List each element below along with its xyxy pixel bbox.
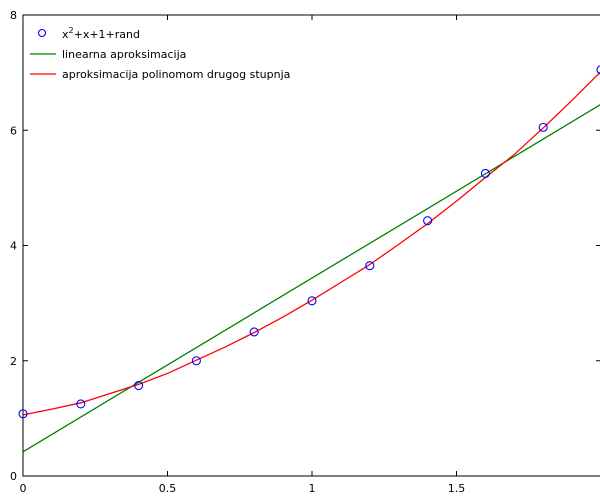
data-point	[307, 296, 317, 306]
y-tick-label: 4	[10, 240, 17, 253]
plot-area	[18, 65, 600, 453]
legend-label: linearna aproksimacija	[62, 48, 186, 61]
data-point	[538, 122, 548, 132]
data-point	[76, 399, 86, 409]
legend: x2+x+1+rand linearna aproksimacija aproksi…	[30, 26, 290, 81]
x-tick-label: 1.5	[448, 482, 466, 495]
x-tick-label: 0	[20, 482, 27, 495]
legend-label: x2+x+1+rand	[62, 26, 140, 41]
legend-label: aproksimacija polinomom drugog stupnja	[62, 68, 290, 81]
data-point	[249, 327, 259, 337]
data-point	[365, 261, 375, 271]
x-tick-label: 1	[309, 482, 316, 495]
axes: 0 0.5 1 1.5 0 2 4 6 8	[10, 9, 600, 495]
data-point	[134, 380, 144, 391]
data-point	[191, 356, 201, 366]
legend-marker	[37, 28, 47, 38]
axes-frame	[22, 14, 600, 477]
y-tick-label: 6	[10, 124, 17, 137]
y-tick-label: 0	[10, 470, 17, 483]
y-tick-label: 2	[10, 355, 17, 368]
series-line-2	[22, 71, 600, 416]
data-point	[596, 65, 600, 75]
data-point	[480, 168, 490, 179]
x-tick-label: 0.5	[159, 482, 177, 495]
y-tick-label: 8	[10, 9, 17, 22]
series-line-1	[22, 104, 600, 453]
data-point	[423, 216, 433, 226]
